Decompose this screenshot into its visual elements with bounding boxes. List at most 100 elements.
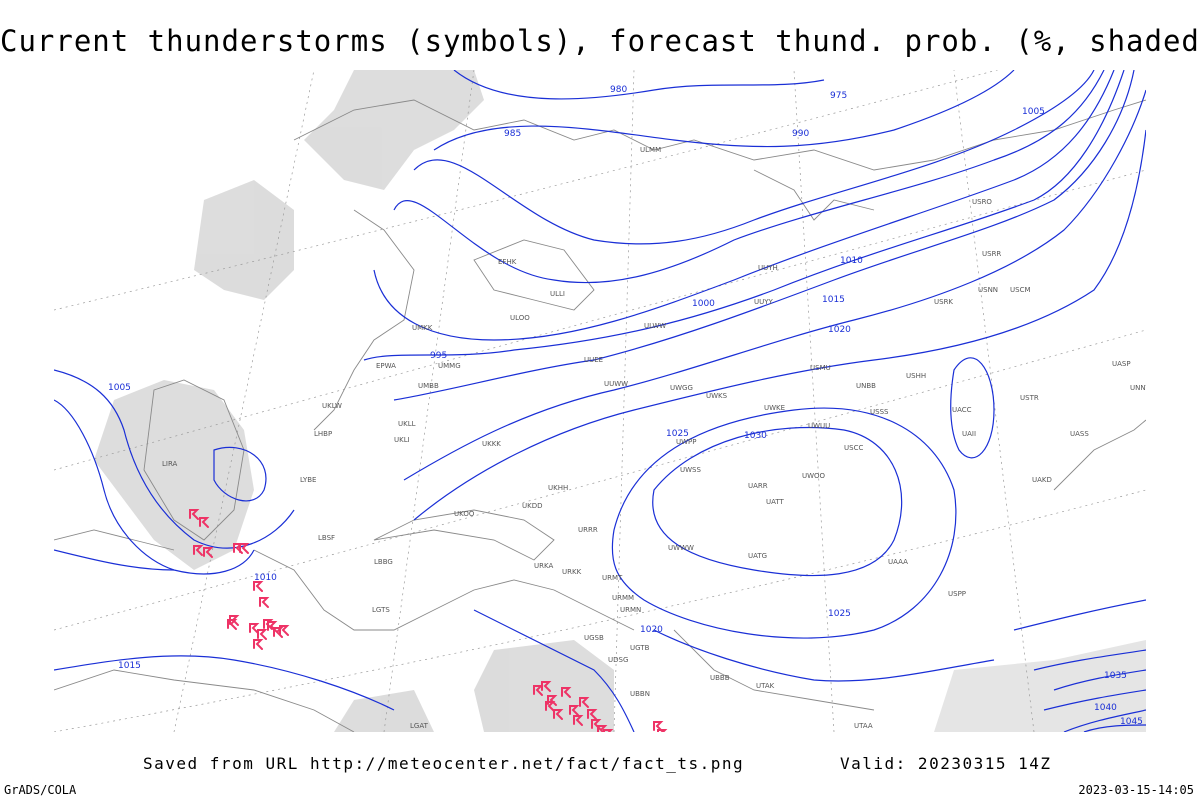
station-code: UATT: [766, 498, 785, 506]
station-code: UWUU: [808, 422, 830, 430]
station-code: UUYY: [754, 298, 774, 306]
station-code: UTAK: [756, 682, 775, 690]
station-code: UNNT: [1130, 384, 1146, 392]
station-code: UKLW: [322, 402, 342, 410]
station-code: UKDD: [522, 502, 543, 510]
station-code: UKOO: [454, 510, 475, 518]
thunderstorm-symbol: [569, 705, 580, 716]
station-code: USTR: [1020, 394, 1039, 402]
station-code: UUWW: [604, 380, 628, 388]
isobar-label: 1015: [118, 661, 141, 671]
station-code: UAKD: [1032, 476, 1052, 484]
source-url-caption: Saved from URL http://meteocenter.net/fa…: [143, 754, 745, 773]
station-code: USNN: [978, 286, 998, 294]
station-code: LGTS: [372, 606, 390, 614]
station-code: EFHK: [498, 258, 517, 266]
thunderstorm-symbol: [545, 701, 556, 712]
station-code: URKA: [534, 562, 553, 570]
thunderstorm-symbol: [193, 545, 204, 556]
station-code: UWSS: [680, 466, 701, 474]
station-code: UAII: [962, 430, 976, 438]
thunderstorm-symbol: [259, 597, 270, 608]
thunderstorm-symbol: [199, 517, 210, 528]
station-code: UBBN: [630, 690, 650, 698]
isobar-label: 1020: [828, 325, 851, 335]
thunderstorm-symbol: [573, 715, 584, 726]
station-code: UASP: [1112, 360, 1131, 368]
thunderstorm-symbol: [653, 721, 664, 732]
station-code: UASS: [1070, 430, 1089, 438]
station-code: UUEE: [584, 356, 603, 364]
station-codes: ULMM EFHK ULLI ULOO UMKK EPWA UMMG UMBB …: [162, 146, 1146, 730]
station-code: UDSG: [608, 656, 628, 664]
station-code: UWOO: [802, 472, 826, 480]
isobar-label: 1025: [666, 429, 689, 439]
generated-timestamp: 2023-03-15-14:05: [1078, 783, 1194, 797]
station-code: USCM: [1010, 286, 1031, 294]
isobar-labels: 980 975 985 990 1005 1010 1015 1020 1025…: [108, 85, 1143, 727]
station-code: LBBG: [374, 558, 393, 566]
station-code: EPWA: [376, 362, 396, 370]
isobar-label: 1015: [822, 295, 845, 305]
station-code: URKK: [562, 568, 582, 576]
station-code: URMN: [620, 606, 641, 614]
thunderstorm-symbol: [587, 709, 598, 720]
isobar-label: 1000: [692, 299, 715, 309]
isobar-label: 1010: [840, 256, 863, 266]
thunderstorm-symbol: [597, 725, 608, 732]
station-code: UAAA: [888, 558, 908, 566]
station-code: USPP: [948, 590, 966, 598]
weather-map: 980 975 985 990 1005 1010 1015 1020 1025…: [54, 70, 1146, 732]
station-code: LYBE: [300, 476, 316, 484]
station-code: UKKK: [482, 440, 501, 448]
thunderstorm-symbol: [579, 697, 590, 708]
isobars: [54, 70, 1146, 732]
station-code: UNBB: [856, 382, 876, 390]
station-code: LBSF: [318, 534, 335, 542]
station-code: UWGG: [670, 384, 693, 392]
thunderstorm-symbols: [189, 509, 668, 732]
valid-time-caption: Valid: 20230315 14Z: [840, 754, 1052, 773]
isobar-label: 1040: [1094, 703, 1117, 713]
station-code: UWKS: [706, 392, 728, 400]
thunderstorm-symbol: [657, 729, 668, 732]
station-code: UATG: [748, 552, 767, 560]
station-code: UKLI: [394, 436, 410, 444]
station-code: UMBB: [418, 382, 439, 390]
isobar-label: 1020: [640, 625, 663, 635]
isobar-label: 980: [610, 85, 627, 95]
station-code: USMU: [810, 364, 831, 372]
station-code: URMT: [602, 574, 623, 582]
isobar-label: 1045: [1120, 717, 1143, 727]
thunderstorm-symbol: [203, 547, 214, 558]
isobar-label: 1010: [254, 573, 277, 583]
station-code: UMKK: [412, 324, 433, 332]
chart-title: Current thunderstorms (symbols), forecas…: [0, 24, 1200, 58]
isobar-label: 1030: [744, 431, 767, 441]
station-code: ULLI: [550, 290, 565, 298]
station-code: ULOO: [510, 314, 530, 322]
station-code: UWWW: [668, 544, 694, 552]
station-code: LIRA: [162, 460, 178, 468]
station-code: ULWW: [644, 322, 666, 330]
station-code: USRO: [972, 198, 992, 206]
station-code: UKLL: [398, 420, 416, 428]
station-code: UARR: [748, 482, 768, 490]
thunderstorm-symbol: [603, 729, 614, 732]
station-code: URRR: [578, 526, 598, 534]
isobar-label: 1005: [108, 383, 131, 393]
station-code: UWPP: [676, 438, 697, 446]
thunderstorm-symbol: [189, 509, 200, 520]
isobar-label: 1035: [1104, 671, 1127, 681]
station-code: ULMM: [640, 146, 661, 154]
thunderstorm-symbol: [253, 639, 264, 650]
station-code: UACC: [952, 406, 972, 414]
station-code: USRR: [982, 250, 1001, 258]
station-code: UTAA: [854, 722, 873, 730]
station-code: UBBB: [710, 674, 730, 682]
station-code: USRK: [934, 298, 953, 306]
station-code: UMMG: [438, 362, 461, 370]
station-code: UUYH: [758, 264, 778, 272]
thunderstorm-symbol: [553, 709, 564, 720]
station-code: USCC: [844, 444, 863, 452]
